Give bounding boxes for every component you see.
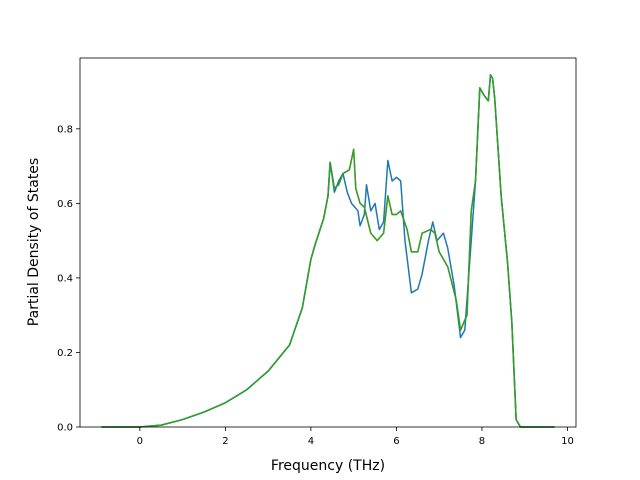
x-axis-label: Frequency (THz) [271, 458, 385, 474]
x-tick-label: 0 [137, 436, 143, 447]
x-axis: 0 2 4 6 8 10 [137, 427, 574, 447]
x-tick-label: 6 [393, 436, 399, 447]
x-tick-label: 10 [561, 436, 574, 447]
y-axis-label: Partial Density of States [26, 158, 42, 326]
x-tick-label: 8 [479, 436, 485, 447]
axes-frame [79, 57, 577, 428]
series-layer [101, 74, 555, 428]
y-axis: 0.0 0.2 0.4 0.6 0.8 [57, 124, 80, 434]
y-tick-label: 0.2 [57, 348, 73, 359]
series-line-3 [101, 74, 555, 428]
y-tick-label: 0.4 [57, 273, 73, 284]
y-tick-label: 0.8 [57, 124, 73, 135]
x-tick-label: 2 [222, 436, 228, 447]
y-tick-label: 0.6 [57, 199, 73, 210]
y-tick-label: 0.0 [57, 423, 73, 434]
x-tick-label: 4 [308, 436, 314, 447]
plot-area [79, 57, 577, 428]
